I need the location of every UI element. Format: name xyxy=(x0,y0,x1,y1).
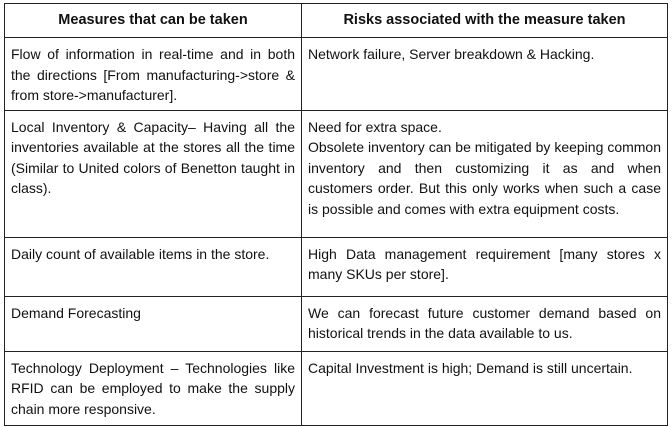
measure-cell: Technology Deployment – Technologies lik… xyxy=(4,350,302,426)
risk-text: We can forecast future customer demand b… xyxy=(308,304,661,342)
measure-cell: Flow of information in real-time and in … xyxy=(4,37,302,111)
measure-cell: Demand Forecasting xyxy=(4,295,302,352)
risk-cell: Need for extra space. Obsolete inventory… xyxy=(301,109,668,238)
header-row: Measures that can be taken Risks associa… xyxy=(4,3,668,38)
header-risks: Risks associated with the measure taken xyxy=(301,3,668,38)
risk-cell: Capital Investment is high; Demand is st… xyxy=(301,350,668,426)
measures-risks-table: Measures that can be taken Risks associa… xyxy=(4,3,668,426)
table-row: Daily count of available items in the st… xyxy=(4,236,668,297)
measure-cell: Daily count of available items in the st… xyxy=(4,236,302,297)
risk-text: Need for extra space. xyxy=(308,118,442,135)
risk-text: Obsolete inventory can be mitigated by k… xyxy=(308,139,661,217)
table-row: Technology Deployment – Technologies lik… xyxy=(4,350,668,426)
risk-text: Capital Investment is high; Demand is st… xyxy=(308,359,633,376)
risk-cell: High Data management requirement [many s… xyxy=(301,236,668,297)
measure-cell: Local Inventory & Capacity– Having all t… xyxy=(4,109,302,238)
risk-cell: We can forecast future customer demand b… xyxy=(301,295,668,352)
risk-text: Network failure, Server breakdown & Hack… xyxy=(308,46,595,62)
risk-cell: Network failure, Server breakdown & Hack… xyxy=(301,37,668,111)
table-row: Flow of information in real-time and in … xyxy=(4,37,668,111)
risk-text: High Data management requirement [many s… xyxy=(308,245,661,283)
table-row: Demand Forecasting We can forecast futur… xyxy=(4,295,668,352)
table-row: Local Inventory & Capacity– Having all t… xyxy=(4,109,668,238)
header-measures: Measures that can be taken xyxy=(4,3,302,38)
